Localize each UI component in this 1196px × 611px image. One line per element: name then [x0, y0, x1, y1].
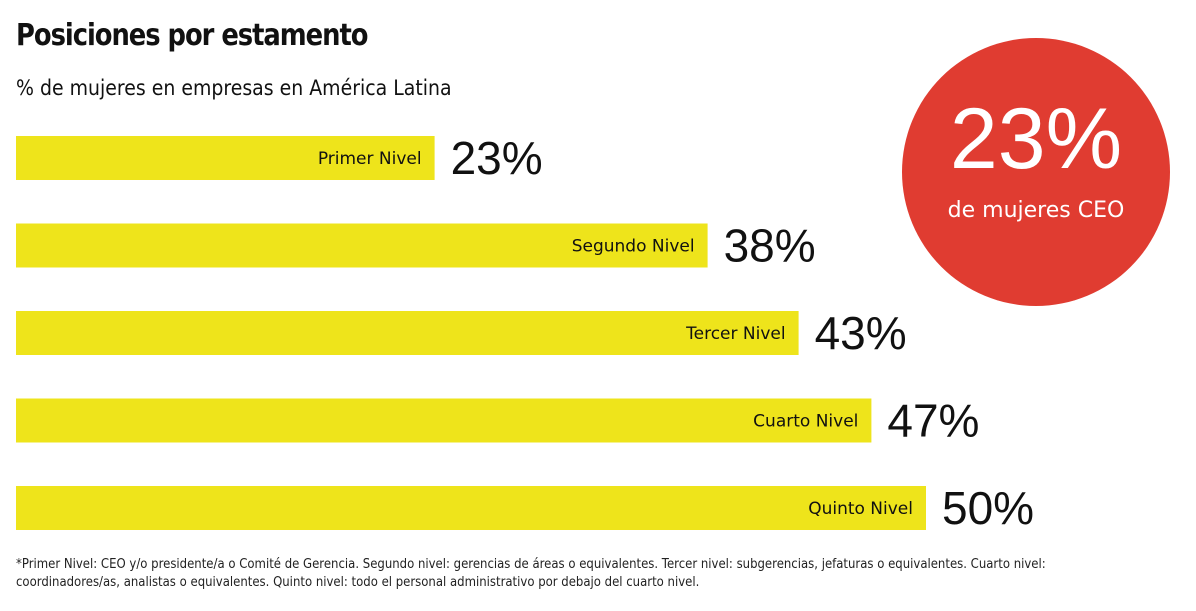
chart-title: Posiciones por estamento	[16, 18, 368, 53]
bar-value-label: 23%	[451, 132, 543, 184]
chart-subtitle: % de mujeres en empresas en América Lati…	[16, 76, 452, 100]
bar-category-label: Primer Nivel	[318, 149, 422, 169]
bar-category-label: Cuarto Nivel	[753, 412, 858, 432]
ceo-highlight-circle: 23% de mujeres CEO	[902, 38, 1170, 306]
ceo-percentage: 23%	[949, 91, 1123, 187]
bar-category-label: Segundo Nivel	[572, 237, 695, 257]
ceo-caption: de mujeres CEO	[947, 198, 1125, 223]
bar-value-label: 43%	[815, 307, 907, 359]
footnote: *Primer Nivel: CEO y/o presidente/a o Co…	[16, 557, 1046, 590]
bar-category-label: Quinto Nivel	[808, 499, 913, 519]
bar-value-label: 38%	[724, 220, 816, 272]
bar-category-label: Tercer Nivel	[685, 324, 785, 344]
bar-value-label: 50%	[942, 482, 1034, 534]
bar	[16, 398, 872, 443]
bar	[16, 136, 435, 180]
bar	[16, 486, 926, 530]
bar	[16, 223, 708, 268]
bar-value-label: 47%	[887, 395, 979, 447]
bar	[16, 311, 799, 355]
